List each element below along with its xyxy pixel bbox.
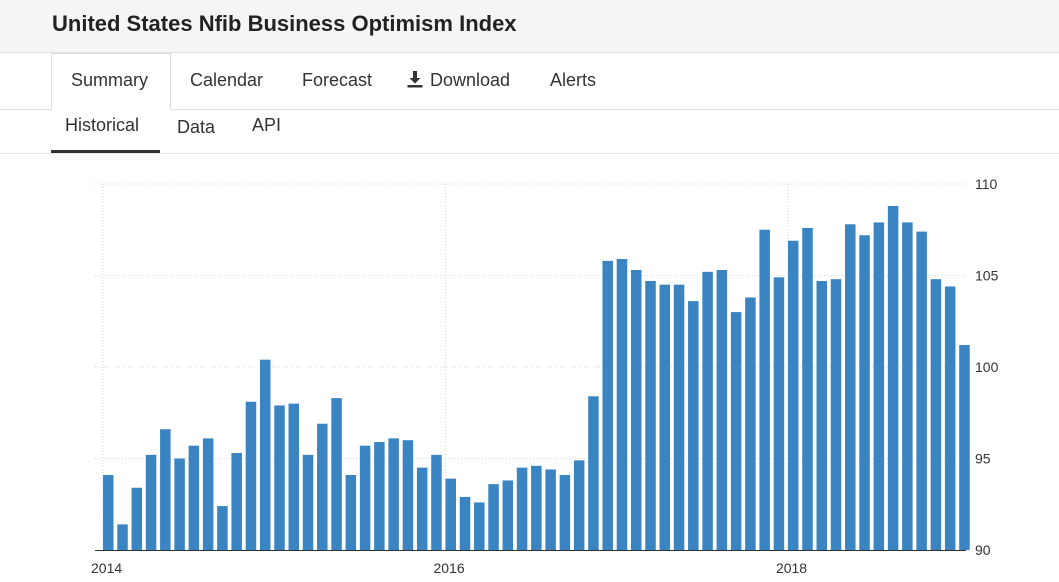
bar [630, 270, 642, 550]
bar [659, 284, 671, 550]
bar [445, 478, 456, 550]
bar [902, 222, 913, 550]
bar [331, 398, 342, 550]
bar [259, 359, 271, 550]
bar [930, 279, 942, 550]
tab-summary[interactable]: Summary [71, 70, 149, 90]
bar [345, 474, 357, 550]
bar [759, 229, 770, 550]
y-tick-label: 100 [975, 359, 999, 375]
bar [959, 345, 970, 550]
active-tab-box [51, 53, 171, 110]
bar [702, 271, 713, 550]
bar [588, 396, 599, 550]
bar [531, 465, 542, 550]
bar [845, 224, 856, 550]
bar [131, 487, 143, 550]
bar [716, 270, 728, 550]
active-subtab-indicator [51, 150, 160, 153]
bar [645, 280, 656, 550]
tab-download-label: Download [430, 70, 511, 90]
bar [160, 429, 171, 550]
bar [559, 474, 571, 550]
bar [174, 458, 185, 550]
bar [431, 454, 442, 550]
sub-nav: Historical Data API [0, 110, 1059, 154]
bar [374, 442, 385, 550]
bar [388, 438, 399, 550]
y-tick-label: 110 [975, 176, 998, 192]
bar [231, 453, 242, 550]
bar [916, 231, 927, 550]
bar [887, 205, 899, 550]
bar [245, 401, 257, 550]
title-bar: United States Nfib Business Optimism Ind… [0, 0, 1059, 53]
bar [616, 259, 628, 550]
x-tick-label: 2014 [91, 560, 122, 576]
bar [745, 297, 756, 550]
x-tick-label: 2016 [433, 560, 464, 576]
bar [688, 301, 699, 550]
tab-download[interactable]: Download [406, 70, 510, 91]
bar [816, 280, 827, 550]
bar [145, 454, 157, 550]
bar [573, 460, 585, 550]
subtab-data[interactable]: Data [177, 117, 216, 137]
download-icon [407, 71, 423, 88]
tab-calendar[interactable]: Calendar [190, 70, 264, 90]
chart: 110 105 100 95 90 2014 2016 2018 [91, 176, 999, 576]
bar [602, 260, 613, 550]
bar [773, 277, 785, 550]
bar [545, 469, 556, 550]
subtab-api[interactable]: API [252, 115, 282, 135]
bar [673, 284, 685, 550]
y-tick-label: 90 [975, 542, 991, 558]
bar [103, 474, 114, 550]
x-tick-label: 2018 [776, 560, 807, 576]
tab-forecast[interactable]: Forecast [302, 70, 373, 90]
bar [117, 524, 128, 550]
bar [217, 506, 228, 550]
page-title: United States Nfib Business Optimism Ind… [52, 11, 517, 36]
bar [474, 502, 485, 550]
bar [502, 480, 514, 550]
bar [402, 440, 414, 550]
bar [317, 423, 328, 550]
bar [488, 484, 499, 550]
bar [416, 467, 428, 550]
subtab-historical[interactable]: Historical [65, 115, 140, 135]
bar [944, 286, 956, 550]
y-tick-label: 95 [975, 451, 991, 467]
tab-alerts[interactable]: Alerts [550, 70, 597, 90]
bar [787, 240, 799, 550]
bar [830, 279, 842, 550]
bar [202, 438, 214, 550]
bar [288, 403, 300, 550]
bar [302, 454, 314, 550]
bar [274, 405, 285, 550]
bar [730, 312, 742, 550]
bar [873, 222, 885, 550]
bar [516, 467, 528, 550]
bar [802, 227, 813, 551]
bar [188, 445, 200, 550]
y-tick-label: 105 [975, 268, 999, 284]
bar [359, 445, 371, 550]
bar [859, 235, 870, 550]
bar [459, 496, 471, 550]
main-nav: Summary Calendar Forecast Download Alert… [0, 53, 1059, 110]
